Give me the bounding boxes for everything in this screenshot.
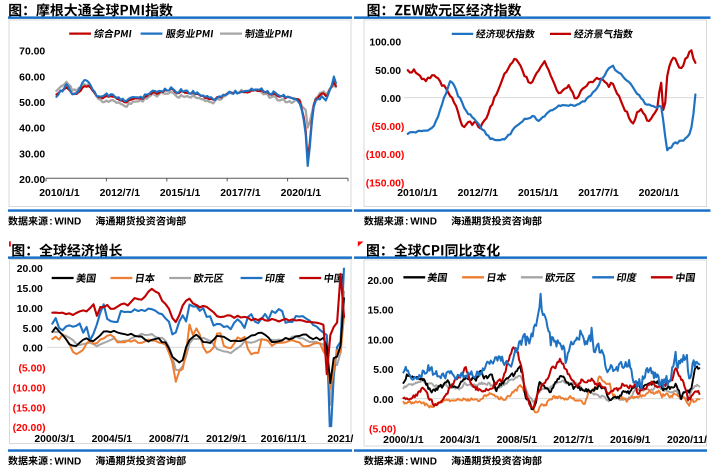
- svg-text:15.00: 15.00: [367, 306, 393, 317]
- svg-text:(100.00): (100.00): [366, 150, 405, 161]
- svg-text:2012/7/1: 2012/7/1: [553, 435, 594, 446]
- svg-text:2017/7/1: 2017/7/1: [578, 188, 619, 199]
- svg-text:(10.00): (10.00): [13, 383, 46, 394]
- svg-text:5.00: 5.00: [373, 365, 393, 376]
- svg-text:2020/1/1: 2020/1/1: [639, 188, 680, 199]
- svg-text:2016/9/1: 2016/9/1: [610, 435, 651, 446]
- svg-text:2012/9/1: 2012/9/1: [206, 434, 247, 445]
- svg-text:2008/7/1: 2008/7/1: [149, 434, 190, 445]
- svg-text:0.00: 0.00: [381, 94, 401, 105]
- svg-text::: :: [405, 217, 408, 228]
- svg-text:2015/1/1: 2015/1/1: [518, 188, 559, 199]
- svg-text:0.00: 0.00: [23, 344, 43, 355]
- svg-text:2020/1/1: 2020/1/1: [281, 188, 322, 199]
- svg-text:10.00: 10.00: [367, 335, 393, 346]
- svg-text:20.00: 20.00: [19, 175, 45, 186]
- svg-text:100.00: 100.00: [369, 38, 401, 49]
- svg-text:2020/11/: 2020/11/: [667, 435, 707, 446]
- svg-text::: :: [49, 456, 52, 467]
- svg-text:2004/3/1: 2004/3/1: [440, 435, 481, 446]
- svg-text:2010/1/1: 2010/1/1: [397, 188, 438, 199]
- svg-text:70.00: 70.00: [19, 47, 45, 58]
- svg-text:2000/3/1: 2000/3/1: [34, 434, 75, 445]
- svg-text:WIND: WIND: [410, 456, 437, 467]
- svg-text:WIND: WIND: [55, 456, 82, 467]
- svg-text:(20.00): (20.00): [13, 423, 46, 434]
- svg-text:2015/1/1: 2015/1/1: [160, 188, 201, 199]
- svg-text:20.00: 20.00: [367, 276, 393, 287]
- svg-text:10.00: 10.00: [17, 304, 43, 315]
- svg-text:(50.00): (50.00): [371, 122, 404, 133]
- svg-text:5.00: 5.00: [23, 324, 43, 335]
- svg-text:60.00: 60.00: [19, 72, 45, 83]
- svg-text:2010/1/1: 2010/1/1: [39, 188, 80, 199]
- svg-text::: :: [49, 217, 52, 228]
- svg-text:2021/: 2021/: [327, 434, 353, 445]
- svg-text:2012/7/1: 2012/7/1: [458, 188, 499, 199]
- svg-text:WIND: WIND: [410, 217, 437, 228]
- svg-text:40.00: 40.00: [19, 124, 45, 135]
- svg-text:50.00: 50.00: [375, 66, 401, 77]
- svg-text:30.00: 30.00: [19, 149, 45, 160]
- svg-text:(150.00): (150.00): [366, 178, 405, 189]
- svg-text:2004/5/1: 2004/5/1: [92, 434, 133, 445]
- svg-text:50.00: 50.00: [19, 98, 45, 109]
- svg-text:2008/5/1: 2008/5/1: [497, 435, 538, 446]
- svg-text:(5.00): (5.00): [369, 425, 396, 436]
- svg-text:15.00: 15.00: [17, 284, 43, 295]
- svg-text::: :: [405, 456, 408, 467]
- svg-text:(15.00): (15.00): [13, 403, 46, 414]
- svg-text:20.00: 20.00: [17, 264, 43, 275]
- svg-text:2000/1/1: 2000/1/1: [383, 435, 424, 446]
- svg-text:2016/11/1: 2016/11/1: [261, 434, 307, 445]
- svg-text:WIND: WIND: [55, 217, 82, 228]
- svg-text:2012/7/1: 2012/7/1: [100, 188, 141, 199]
- svg-text:(5.00): (5.00): [18, 364, 45, 375]
- svg-text:2017/7/1: 2017/7/1: [220, 188, 261, 199]
- svg-text:0.00: 0.00: [373, 395, 393, 406]
